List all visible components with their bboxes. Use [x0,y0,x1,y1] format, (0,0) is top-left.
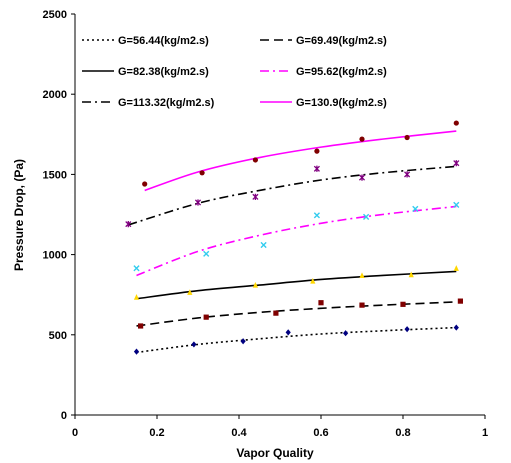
data-point-series-4 [453,201,460,208]
data-point-series-6 [453,120,459,126]
x-tick-label: 0 [72,427,78,439]
x-tick-label: 0.6 [313,427,328,439]
x-tick-label: 1 [482,427,488,439]
y-tick-label: 2000 [43,89,67,101]
x-tick-label: 0.2 [149,427,164,439]
data-point-series-1 [343,330,349,337]
data-point-series-2 [359,302,365,308]
y-tick-label: 0 [61,410,67,422]
y-tick-label: 1500 [43,169,67,181]
legend-label: G=95.62(kg/m2.s) [296,66,387,78]
data-point-series-2 [138,323,144,329]
legend-label: G=56.44(kg/m2.s) [118,35,209,47]
data-point-series-3 [408,271,414,278]
data-point-series-6 [199,170,205,176]
data-markers [125,120,463,355]
data-point-series-2 [457,298,463,304]
data-point-series-4 [412,205,419,212]
legend-label: G=69.49(kg/m2.s) [296,35,387,47]
fit-line-series-1 [136,326,457,354]
data-point-series-2 [273,310,279,316]
data-point-series-5 [252,193,259,200]
data-point-series-6 [314,148,320,154]
data-point-series-5 [194,199,202,206]
fit-line-series-3 [136,270,457,300]
data-point-series-3 [187,289,193,295]
data-point-series-3 [359,272,365,279]
data-point-series-6 [359,136,365,142]
data-point-series-4 [260,241,267,249]
data-point-series-3 [252,281,258,288]
data-point-series-3 [310,277,316,284]
legend-label: G=82.38(kg/m2.s) [118,66,209,78]
data-point-series-5 [313,165,320,172]
fit-lines [128,130,457,354]
data-point-series-4 [313,212,320,219]
axes: 0 500 1000 1500 2000 2500 0 0.2 0.4 0.6 0.8 1 [43,9,489,439]
x-tick-label: 0.4 [231,427,247,439]
data-point-series-3 [453,265,459,271]
data-point-series-1 [133,348,140,355]
data-point-series-1 [453,324,459,331]
fit-line-series-6 [144,130,457,192]
y-tick-label: 2500 [43,9,67,21]
data-point-series-5 [404,171,411,178]
data-point-series-5 [358,174,366,181]
y-tick-label: 500 [49,330,67,342]
data-point-series-1 [240,338,246,345]
data-point-series-4 [133,265,140,272]
fit-line-series-5 [128,165,457,226]
data-point-series-4 [363,213,370,221]
legend: G=56.44(kg/m2.s) G=69.49(kg/m2.s) G=82.38(… [82,35,387,109]
data-point-series-6 [404,134,410,141]
data-point-series-5 [453,160,460,167]
x-axis-label: Vapor Quality [236,446,314,460]
legend-label: G=130.9(kg/m2.s) [296,97,387,109]
fit-line-series-2 [136,301,457,327]
legend-label: G=113.32(kg/m2.s) [118,97,215,109]
data-point-series-1 [285,329,291,336]
data-point-series-2 [203,314,209,320]
y-axis-label: Pressure Drop, (Pa) [12,159,26,271]
fit-line-series-4 [136,205,457,277]
data-point-series-2 [318,300,324,306]
x-tick-label: 0.8 [395,427,410,439]
data-point-series-4 [203,250,210,257]
data-point-series-1 [191,341,197,348]
y-tick-label: 1000 [43,250,67,262]
data-point-series-1 [404,326,410,333]
data-point-series-6 [142,181,148,187]
data-point-series-2 [400,301,406,307]
data-point-series-3 [133,294,140,300]
data-point-series-6 [252,157,258,163]
data-point-series-5 [125,221,132,228]
